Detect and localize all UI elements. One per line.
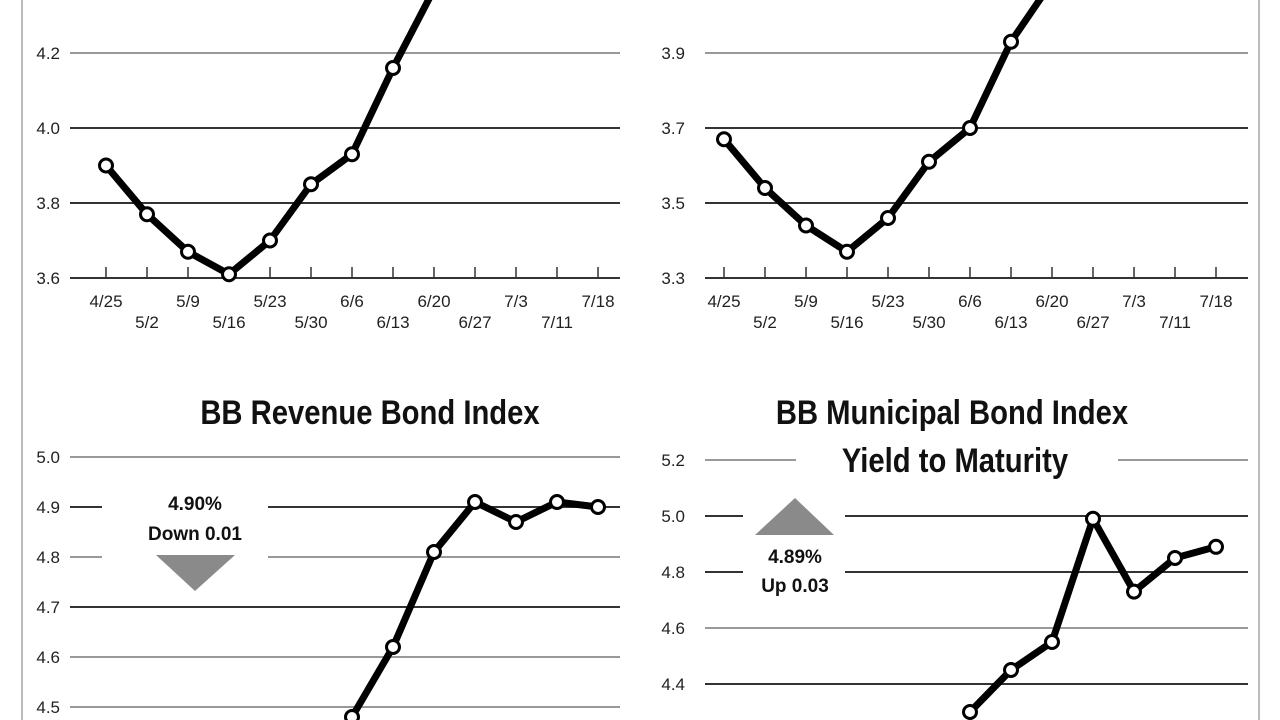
data-point [1003, 33, 1019, 50]
x-tick-label: 7/18 [1199, 292, 1232, 311]
chart-2: 3.3 3.5 3.7 3.9 4/25 5/2 5/9 5/16 5/23 5/30 6/6 6/1… [661, 0, 1248, 332]
data-point [467, 494, 483, 510]
chart-4-title: BB Municipal Bond Index [776, 393, 1129, 432]
y-tick-label: 4.8 [661, 563, 685, 582]
x-tick-label: 5/30 [294, 313, 327, 332]
chart-1: 3.6 3.8 4.0 4.2 4/25 5/2 5/9 5/16 5/23 5/30 6/6 6/1… [36, 0, 620, 332]
y-tick-label: 3.6 [36, 269, 60, 288]
x-tick-label: 5/30 [912, 313, 945, 332]
data-point [262, 232, 278, 249]
x-tick-label: 6/13 [376, 313, 409, 332]
y-tick-label: 5.0 [36, 448, 60, 467]
data-point [1167, 550, 1183, 566]
x-tick-label: 7/3 [1122, 292, 1146, 311]
data-point [839, 243, 855, 260]
data-point [344, 709, 360, 720]
y-tick-label: 3.9 [661, 44, 685, 63]
data-point [344, 146, 360, 163]
data-point [180, 243, 196, 260]
data-point [1085, 510, 1101, 527]
y-tick-label: 3.5 [661, 194, 685, 213]
y-tick-label: 3.3 [661, 269, 685, 288]
x-tick-label: 6/13 [994, 313, 1027, 332]
annotation-municipal-value: 4.89% [768, 547, 822, 568]
y-tick-label: 3.8 [36, 194, 60, 213]
x-tick-label: 5/2 [753, 313, 777, 332]
annotation-municipal-change: Up 0.03 [761, 576, 829, 597]
x-tick-label: 5/9 [176, 292, 200, 311]
data-point [757, 180, 773, 196]
x-tick-label: 5/2 [135, 313, 159, 332]
x-tick-label: 7/11 [541, 313, 573, 332]
x-tick-label: 7/11 [1159, 313, 1191, 332]
x-tick-label: 7/3 [504, 292, 528, 311]
data-point [508, 514, 524, 530]
x-tick-label: 5/16 [212, 313, 245, 332]
series [716, 0, 1044, 260]
y-tick-label: 4.8 [36, 548, 60, 567]
x-tick-label: 6/20 [1035, 292, 1068, 311]
data-point [303, 176, 319, 193]
annotation-municipal: 4.89% Up 0.03 [755, 498, 834, 597]
x-tick-label: 5/23 [253, 292, 286, 311]
x-tick-label: 6/27 [1076, 313, 1109, 332]
data-point [962, 704, 978, 720]
data-point [590, 499, 606, 515]
data-point [385, 60, 401, 76]
annotation-revenue-value: 4.90% [168, 494, 222, 515]
data-point [798, 217, 814, 234]
y-tick-label: 5.0 [661, 507, 685, 526]
y-tick-label: 5.2 [661, 451, 685, 470]
series-line [348, 498, 599, 719]
down-arrow-icon [156, 555, 235, 591]
x-tick-label: 5/9 [794, 292, 818, 311]
x-tick-label: 6/20 [417, 292, 450, 311]
data-point [716, 131, 732, 148]
y-tick-label: 4.6 [661, 619, 685, 638]
y-tick-label: 4.7 [36, 598, 60, 617]
data-point [385, 639, 401, 655]
data-point [1126, 583, 1142, 600]
x-tick-label: 5/23 [871, 292, 904, 311]
data-point [549, 494, 565, 510]
chart-4: 4.4 4.6 4.8 5.0 5.2 [661, 451, 1248, 720]
data-point [880, 210, 896, 226]
data-point [98, 157, 114, 174]
y-tick-label: 4.0 [36, 119, 60, 138]
data-point [221, 266, 237, 283]
data-point [1044, 634, 1060, 650]
chart-3: 4.5 4.6 4.7 4.8 4.9 5.0 [36, 448, 620, 720]
x-tick-label: 6/6 [340, 292, 364, 311]
y-tick-label: 4.9 [36, 498, 60, 517]
series [962, 510, 1224, 720]
data-point [426, 544, 442, 560]
series [344, 494, 606, 720]
y-tick-label: 4.2 [36, 44, 60, 63]
y-tick-label: 4.6 [36, 648, 60, 667]
x-tick-label: 6/6 [958, 292, 982, 311]
x-tick-label: 4/25 [707, 292, 740, 311]
x-tick-label: 6/27 [458, 313, 491, 332]
data-point [921, 153, 937, 170]
x-tick-label: 7/18 [581, 292, 614, 311]
annotation-revenue: 4.90% Down 0.01 [148, 494, 242, 591]
up-arrow-icon [755, 498, 834, 535]
series [98, 0, 433, 283]
data-point [1003, 662, 1019, 678]
x-tick-label: 4/25 [89, 292, 122, 311]
y-tick-label: 4.4 [661, 675, 685, 694]
y-tick-label: 4.5 [36, 698, 60, 717]
data-point [962, 120, 978, 136]
annotation-revenue-change: Down 0.01 [148, 524, 242, 545]
chart-3-title: BB Revenue Bond Index [200, 393, 540, 432]
chart-4-subtitle: Yield to Maturity [842, 441, 1069, 480]
y-tick-label: 3.7 [661, 119, 685, 138]
data-point [1208, 538, 1224, 555]
x-tick-label: 5/16 [830, 313, 863, 332]
data-point [139, 206, 155, 223]
